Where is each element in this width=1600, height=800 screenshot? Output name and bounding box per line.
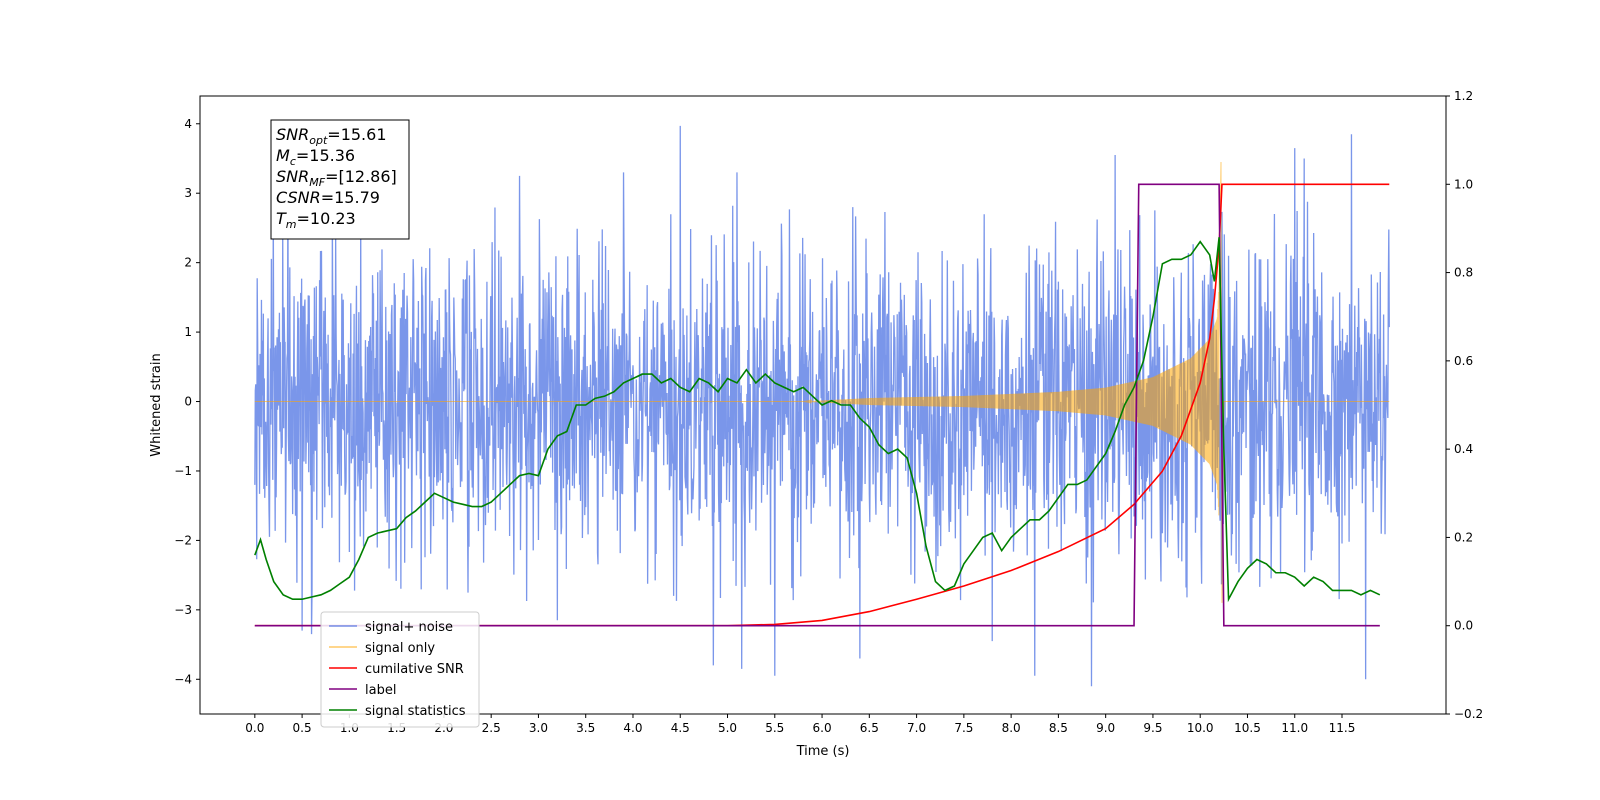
y-right-tick-label: 1.2: [1454, 89, 1473, 103]
y-right-tick-label: 0.8: [1454, 266, 1473, 280]
plot-frame: [199, 95, 1447, 715]
legend: signal+ noise signal only cumilative SNR la…: [320, 611, 480, 728]
annotation-line: Tm=10.23: [276, 209, 356, 231]
legend-frame: [320, 611, 480, 728]
x-tick-label: 2.5: [482, 721, 501, 735]
y-left-tick-label: 0: [184, 395, 192, 409]
legend-entry: signal statistics: [365, 704, 466, 719]
x-tick-label: 3.0: [529, 721, 548, 735]
legend-entry: label: [365, 683, 396, 698]
annotation-line: SNRMF=[12.86]: [276, 167, 397, 189]
x-tick-label: 5.5: [765, 721, 784, 735]
x-tick-label: 7.5: [954, 721, 973, 735]
series-signal-only: [254, 161, 1390, 603]
annotation-line: Mc=15.36: [276, 146, 355, 168]
series-label: [254, 183, 1380, 627]
series-layer: [254, 125, 1390, 687]
x-tick-label: 4.5: [671, 721, 690, 735]
y-right-tick-label: 0.6: [1454, 354, 1473, 368]
y-right-tick-label: 0.0: [1454, 619, 1473, 633]
y-left-tick-label: −3: [174, 603, 192, 617]
legend-entry: cumilative SNR: [365, 662, 464, 677]
y-left-tick-label: 2: [184, 256, 192, 270]
x-tick-label: 5.0: [718, 721, 737, 735]
y-right-tick-label: 1.0: [1454, 177, 1473, 191]
x-tick-label: 4.0: [623, 721, 642, 735]
x-tick-label: 0.0: [245, 721, 264, 735]
x-axis-label: Time (s): [796, 744, 850, 759]
y-left-tick-label: −1: [174, 464, 192, 478]
x-tick-label: 10.5: [1234, 721, 1261, 735]
annotation-line: SNRopt=15.61: [276, 125, 387, 147]
y-left-tick-label: −2: [174, 533, 192, 547]
x-tick-label: 9.5: [1143, 721, 1162, 735]
y-right-tick-label: −0.2: [1454, 707, 1483, 721]
x-tick-label: 8.5: [1049, 721, 1068, 735]
legend-entry: signal+ noise: [365, 620, 453, 635]
x-tick-label: 7.0: [907, 721, 926, 735]
x-tick-label: 6.5: [860, 721, 879, 735]
series-signal-statistics: [254, 237, 1381, 603]
x-tick-label: 11.0: [1281, 721, 1308, 735]
x-tick-label: 9.0: [1096, 721, 1115, 735]
y-left-tick-label: −4: [174, 672, 192, 686]
x-tick-label: 3.5: [576, 721, 595, 735]
y-right-tick-label: 0.4: [1454, 442, 1473, 456]
x-tick-label: 6.0: [813, 721, 832, 735]
y-left-tick-label: 1: [184, 325, 192, 339]
series-cumilative-snr: [254, 183, 1390, 627]
x-tick-label: 0.5: [293, 721, 312, 735]
x-tick-label: 11.5: [1329, 721, 1356, 735]
annotation-line: CSNR=15.79: [276, 188, 380, 207]
legend-entry: signal only: [365, 641, 435, 656]
y-axis-left-label: Whitened strain: [149, 353, 164, 456]
stats-annotation-box: SNRopt=15.61Mc=15.36SNRMF=[12.86]CSNR=15…: [270, 119, 410, 240]
y-axis-right-ticks: 1.2 1.0 0.8 0.6 0.4 0.2 0.0 −0.2: [1446, 89, 1483, 721]
x-tick-label: 10.0: [1187, 721, 1214, 735]
y-right-tick-label: 0.2: [1454, 530, 1473, 544]
x-tick-label: 8.0: [1002, 721, 1021, 735]
annotation-frame: [270, 119, 410, 240]
y-axis-left-ticks: 4 3 2 1 0 −1 −2 −3 −4: [174, 117, 200, 686]
y-left-tick-label: 3: [184, 186, 192, 200]
y-left-tick-label: 4: [184, 117, 192, 131]
